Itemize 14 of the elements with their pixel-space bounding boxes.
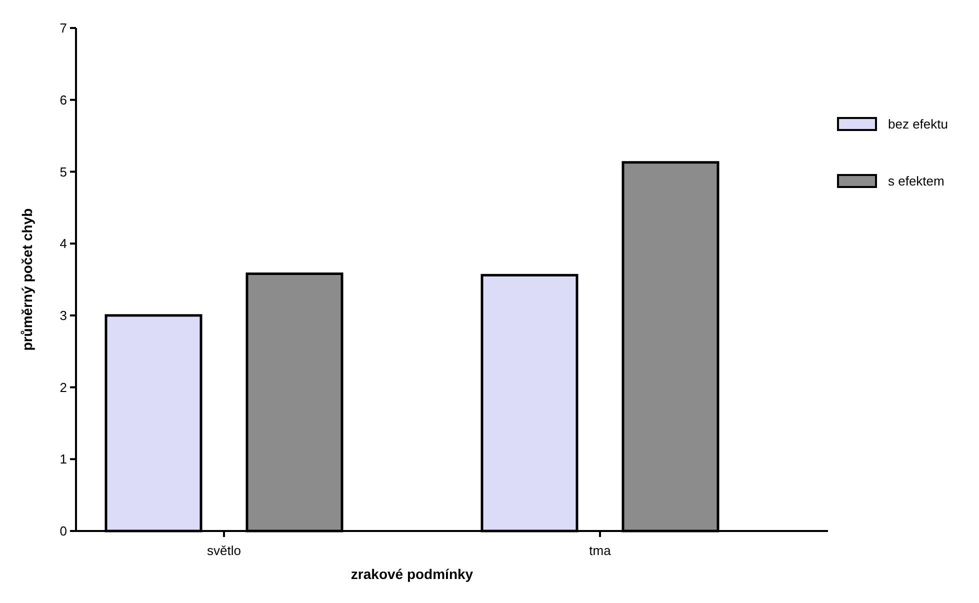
- y-axis-title: průměrný počet chyb: [19, 208, 35, 351]
- x-tick-label: světlo: [207, 543, 241, 558]
- y-tick-label: 2: [60, 380, 67, 395]
- legend-label: bez efektu: [888, 116, 948, 132]
- y-tick-label: 0: [60, 524, 67, 539]
- legend-label: s efektem: [888, 174, 944, 189]
- y-tick-label: 5: [60, 164, 67, 180]
- y-tick-label: 4: [60, 236, 67, 252]
- y-tick-label: 7: [60, 20, 67, 36]
- y-tick-label: 6: [60, 92, 67, 108]
- x-axis-title: zrakové podmínky: [350, 566, 474, 582]
- y-tick-label: 3: [60, 308, 67, 323]
- y-tick-label: 1: [60, 452, 67, 467]
- x-tick-label: tma: [589, 543, 612, 558]
